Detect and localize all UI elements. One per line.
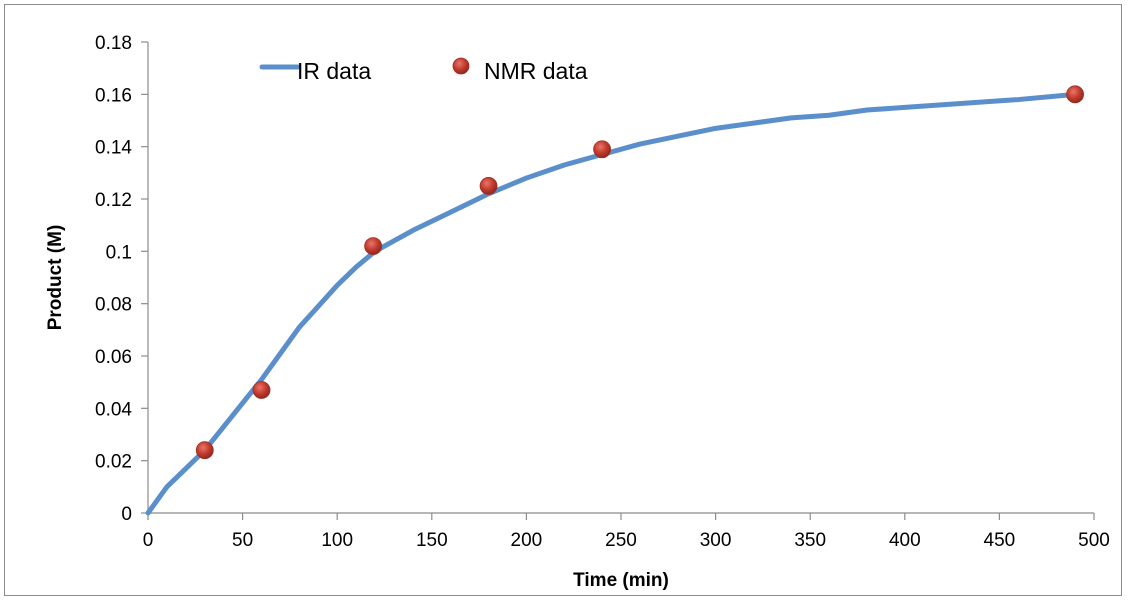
y-tick-label: 0.1 bbox=[106, 242, 132, 263]
chart-frame bbox=[4, 4, 1122, 596]
legend-ir-label: IR data bbox=[297, 58, 371, 84]
axes: 0 0.02 0.04 0.06 0.08 0.1 0.12 0.14 0.16 0.18 0 50… bbox=[95, 33, 1110, 551]
series-layer bbox=[145, 85, 1084, 516]
series-line-ir-data bbox=[145, 91, 1078, 516]
y-tick-label: 0.14 bbox=[95, 138, 132, 159]
y-tick-label: 0.04 bbox=[95, 399, 132, 420]
y-tick-label: 0 bbox=[121, 504, 132, 525]
y-tick-label: 0.18 bbox=[95, 33, 132, 54]
y-tick-label: 0.02 bbox=[95, 452, 132, 473]
x-tick-label: 250 bbox=[605, 530, 637, 551]
x-tick-label: 100 bbox=[321, 530, 353, 551]
x-tick-label: 0 bbox=[143, 530, 154, 551]
x-axis-title: Time (min) bbox=[573, 570, 669, 591]
y-tick-label: 0.16 bbox=[95, 85, 132, 106]
nmr-data-point bbox=[1066, 85, 1084, 104]
y-tick-label: 0.12 bbox=[95, 190, 132, 211]
x-ticks: 0 50 100 150 200 250 300 350 400 450 500 bbox=[143, 513, 1110, 551]
y-tick-label: 0.08 bbox=[95, 295, 132, 316]
x-tick-label: 200 bbox=[511, 530, 543, 551]
nmr-data-point bbox=[479, 177, 498, 195]
legend-nmr-swatch bbox=[452, 57, 470, 75]
x-tick-label: 450 bbox=[984, 530, 1016, 551]
nmr-data-point bbox=[364, 237, 383, 256]
nmr-data-point bbox=[593, 140, 611, 159]
y-axis-title: Product (M) bbox=[45, 225, 66, 331]
x-tick-label: 150 bbox=[416, 530, 448, 551]
x-tick-label: 400 bbox=[889, 530, 921, 551]
legend-nmr-label: NMR data bbox=[484, 58, 588, 84]
x-tick-label: 50 bbox=[232, 530, 253, 551]
x-tick-label: 350 bbox=[794, 530, 826, 551]
x-tick-label: 300 bbox=[700, 530, 732, 551]
nmr-data-point bbox=[195, 441, 214, 460]
nmr-data-point bbox=[252, 381, 271, 399]
x-tick-label: 500 bbox=[1078, 530, 1110, 551]
legend: IR data NMR data bbox=[259, 57, 588, 84]
y-tick-label: 0.06 bbox=[95, 347, 132, 368]
y-ticks: 0 0.02 0.04 0.06 0.08 0.1 0.12 0.14 0.16 0.18 bbox=[95, 33, 148, 525]
